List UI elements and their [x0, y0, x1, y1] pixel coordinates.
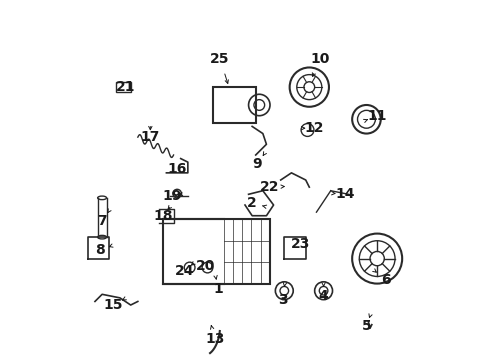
Text: 16: 16	[168, 162, 187, 176]
Text: 12: 12	[305, 121, 324, 135]
Text: 8: 8	[96, 243, 105, 257]
Text: 6: 6	[381, 273, 391, 287]
Text: 10: 10	[310, 51, 330, 66]
Text: 14: 14	[335, 187, 355, 201]
Text: 4: 4	[318, 289, 328, 303]
Text: 7: 7	[98, 214, 107, 228]
Bar	[213, 87, 256, 123]
Text: 9: 9	[253, 157, 262, 171]
Text: 13: 13	[205, 332, 224, 346]
Text: 21: 21	[116, 80, 135, 94]
Text: 22: 22	[260, 180, 280, 194]
Bar	[163, 219, 270, 284]
Text: 23: 23	[291, 237, 310, 251]
Text: 20: 20	[196, 259, 216, 273]
Text: 18: 18	[153, 209, 172, 223]
Text: 24: 24	[174, 264, 194, 278]
Text: 2: 2	[247, 196, 257, 210]
Text: 19: 19	[162, 189, 181, 203]
Text: 1: 1	[213, 282, 223, 296]
Bar	[117, 82, 131, 93]
Text: 25: 25	[210, 51, 230, 66]
Text: 15: 15	[103, 298, 122, 312]
Text: 5: 5	[362, 319, 371, 333]
Text: 11: 11	[368, 109, 387, 123]
Text: 17: 17	[141, 130, 160, 144]
Text: 3: 3	[278, 293, 287, 307]
